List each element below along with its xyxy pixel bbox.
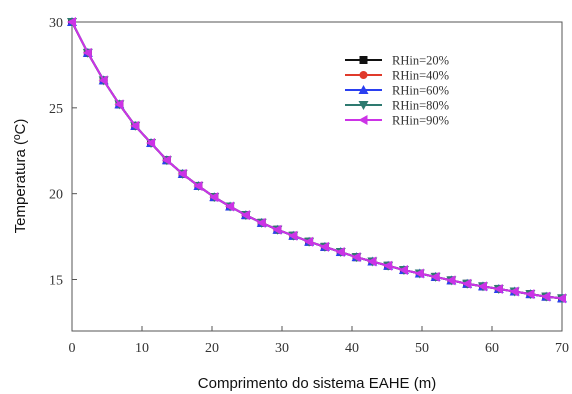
- data-point: [557, 293, 566, 304]
- legend-label: RHin=40%: [392, 69, 449, 83]
- data-point: [240, 210, 250, 221]
- y-tick-label: 25: [49, 102, 63, 117]
- data-point: [98, 75, 108, 86]
- data-point: [414, 268, 424, 279]
- series: [67, 17, 566, 304]
- data-point: [67, 17, 76, 27]
- data-point: [446, 275, 456, 286]
- x-tick-label: 30: [275, 341, 289, 356]
- data-point: [351, 252, 361, 263]
- data-point: [82, 47, 92, 58]
- data-point: [319, 241, 329, 252]
- series: [68, 18, 566, 303]
- series: [67, 18, 567, 304]
- data-point: [130, 120, 140, 131]
- legend-label: RHin=80%: [392, 99, 449, 113]
- data-point: [272, 224, 282, 235]
- series-line: [71, 21, 563, 300]
- data-point: [335, 247, 345, 258]
- data-point: [161, 155, 171, 166]
- axes: [71, 21, 563, 332]
- series-line: [71, 21, 563, 300]
- data-point: [383, 260, 393, 271]
- series: [68, 18, 566, 303]
- x-tick-label: 0: [69, 341, 76, 356]
- legend-marker: [358, 101, 369, 110]
- x-tick-label: 60: [485, 341, 499, 356]
- data-point: [256, 217, 266, 228]
- legend: RHin=20%RHin=40%RHin=60%RHin=80%RHin=90%: [345, 54, 449, 128]
- y-tick-label: 20: [49, 188, 63, 203]
- x-tick-label: 20: [205, 341, 219, 356]
- data-point: [509, 286, 519, 297]
- legend-marker: [358, 115, 368, 125]
- series-line: [71, 21, 563, 300]
- data-point: [398, 265, 408, 276]
- series-line: [71, 21, 563, 300]
- x-axis-title: Comprimento do sistema EAHE (m): [198, 375, 436, 392]
- data-point: [146, 138, 156, 149]
- data-point: [114, 99, 124, 110]
- series-group: [67, 17, 567, 304]
- y-tick-label: 30: [49, 16, 63, 31]
- data-point: [541, 291, 551, 302]
- data-point: [493, 283, 503, 294]
- legend-marker: [359, 71, 368, 79]
- x-tick-label: 50: [415, 341, 429, 356]
- data-point: [304, 236, 314, 247]
- x-tick-label: 10: [135, 341, 149, 356]
- series: [67, 17, 567, 303]
- tick-group: 0 10 20 30 40 50 60 70 15 20 25 30: [49, 16, 569, 356]
- data-point: [525, 289, 535, 300]
- data-point: [430, 271, 440, 282]
- x-tick-label: 70: [555, 341, 569, 356]
- data-point: [225, 201, 235, 212]
- legend-label: RHin=60%: [392, 84, 449, 98]
- series-line: [71, 21, 563, 300]
- legend-label: RHin=20%: [392, 54, 449, 68]
- data-point: [193, 180, 203, 191]
- legend-marker: [358, 85, 369, 94]
- data-point: [288, 230, 298, 241]
- data-point: [477, 281, 487, 292]
- y-axis-title: Temperatura (ºC): [12, 119, 29, 234]
- legend-marker: [359, 56, 368, 64]
- legend-label: RHin=90%: [392, 114, 449, 128]
- data-point: [177, 168, 187, 179]
- y-tick-label: 15: [49, 274, 63, 289]
- plot-frame: [71, 21, 563, 332]
- data-point: [209, 192, 219, 203]
- data-point: [462, 278, 472, 289]
- x-tick-label: 40: [345, 341, 359, 356]
- data-point: [367, 256, 377, 267]
